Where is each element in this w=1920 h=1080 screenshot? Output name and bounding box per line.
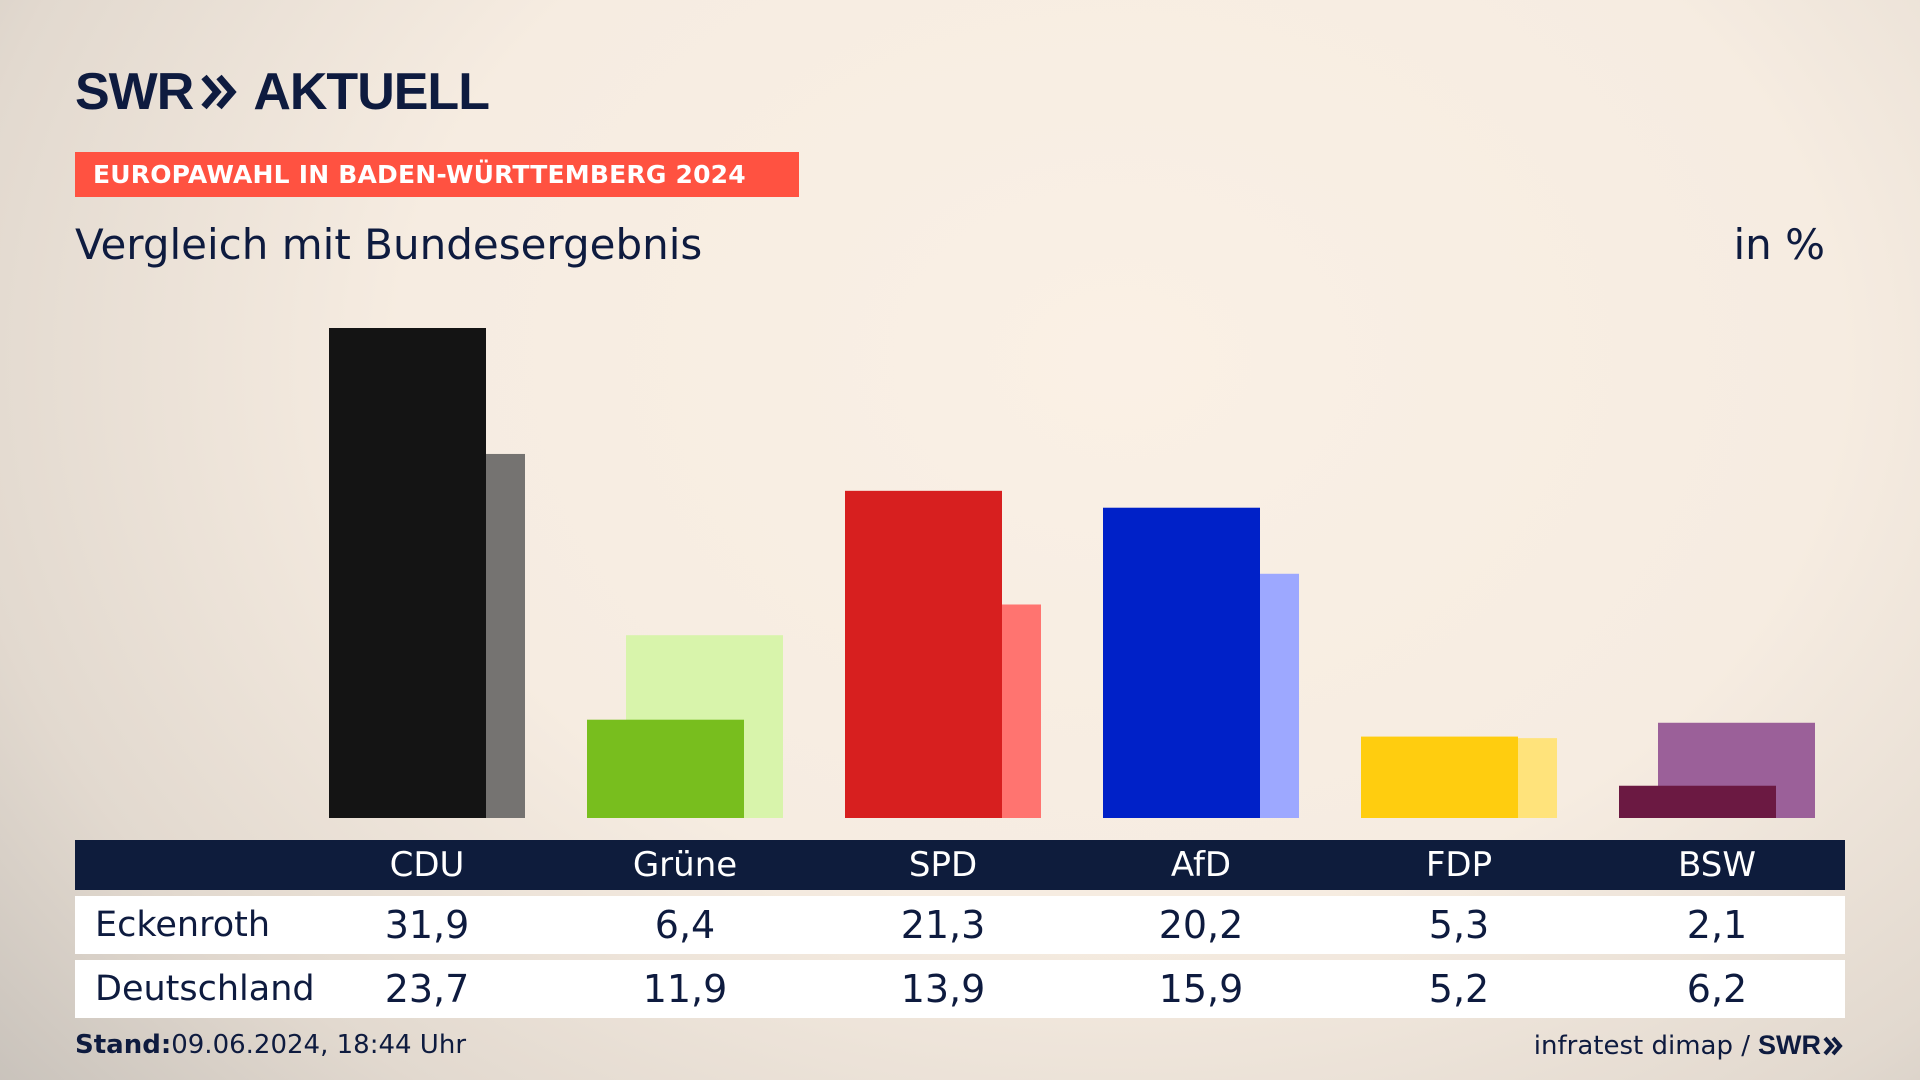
brand-name: SWR [75,63,194,121]
row-label: Eckenroth [95,905,271,945]
table-cell-cdu: 31,9 [384,903,470,947]
topic-banner: EUROPAWAHL IN BADEN-WÜRTTEMBERG 2024 [75,152,799,197]
bar-eckenroth-bsw [1619,785,1776,818]
source-brand: SWR [1758,1030,1821,1060]
double-chevron-icon [201,74,239,110]
source-label: infratest dimap / [1533,1030,1750,1061]
stand-label: Stand: [75,1030,172,1060]
table-header-row: CDU Grüne SPD AfD FDP BSW [75,840,1845,890]
column-header-grüne: Grüne [632,845,738,885]
brand-product: AKTUELL [253,63,490,121]
table-cell-afd: 20,2 [1158,903,1244,947]
table-cell-fdp: 5,2 [1428,967,1490,1011]
swr-small-logo: SWR [1758,1030,1845,1061]
source-credit: infratest dimap / SWR [1534,1030,1845,1061]
column-header-fdp: FDP [1425,845,1493,885]
table-cell-grüne: 6,4 [654,903,716,947]
bar-eckenroth-afd [1103,507,1260,818]
unit-label: in % [1733,220,1825,269]
table-cell-bsw: 2,1 [1686,903,1748,947]
bar-group-fdp [1361,736,1557,818]
stand-value: 09.06.2024, 18:44 Uhr [171,1030,467,1060]
table-cell-bsw: 6,2 [1686,967,1748,1011]
table-row: Deutschland 23,7 11,9 13,9 15,9 5,2 6,2 [75,960,1845,1018]
table-cell-fdp: 5,3 [1428,903,1490,947]
results-table: CDU Grüne SPD AfD FDP BSW Eckenroth 31,9 6,4 21… [75,840,1845,1018]
row-label: Deutschland [95,969,315,1009]
bar-group-bsw [1619,722,1815,818]
table-cell-grüne: 11,9 [642,967,728,1011]
table-row: Eckenroth 31,9 6,4 21,3 20,2 5,3 2,1 [75,896,1845,954]
timestamp: Stand:09.06.2024, 18:44 Uhr [75,1030,466,1060]
bar-group-afd [1103,507,1299,818]
bar-group-cdu [329,328,525,818]
bar-eckenroth-cdu [329,328,486,818]
column-header-cdu: CDU [389,845,465,885]
table-cell-spd: 13,9 [900,967,986,1011]
bar-eckenroth-grüne [587,719,744,818]
table-cell-spd: 21,3 [900,903,986,947]
column-header-spd: SPD [908,845,978,885]
topic-label: EUROPAWAHL IN BADEN-WÜRTTEMBERG 2024 [93,160,746,189]
swr-aktuell-logo: SWR AKTUELL [75,62,490,122]
table-cell-afd: 15,9 [1158,967,1244,1011]
column-header-bsw: BSW [1678,845,1756,885]
bar-chart [329,328,1815,818]
chart-title: Vergleich mit Bundesergebnis [75,220,703,269]
column-header-afd: AfD [1170,845,1232,885]
table-cell-cdu: 23,7 [384,967,470,1011]
bar-group-grüne [587,635,783,818]
bar-eckenroth-fdp [1361,736,1518,818]
bar-group-spd [845,490,1041,818]
bar-eckenroth-spd [845,490,1002,818]
double-chevron-icon [1823,1036,1843,1055]
